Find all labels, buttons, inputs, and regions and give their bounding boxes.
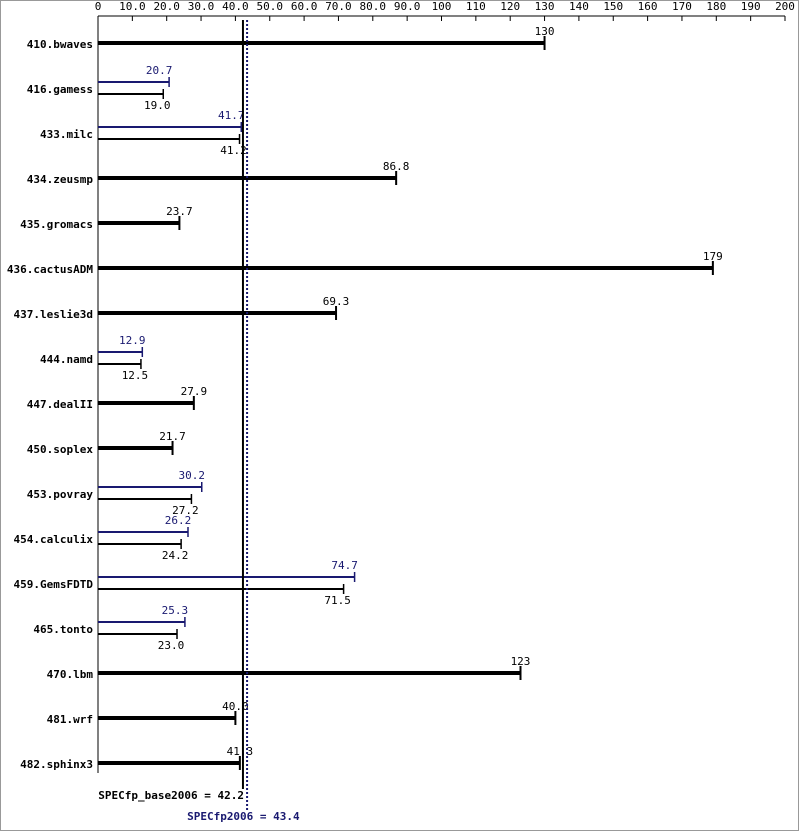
value-label: 19.0: [144, 99, 171, 112]
bar: [98, 81, 170, 83]
bar: [98, 41, 545, 45]
bar: [98, 446, 173, 450]
bar: [98, 93, 164, 95]
category-label: 450.soplex: [27, 443, 94, 456]
value-label: 179: [703, 250, 723, 263]
bar: [98, 311, 337, 315]
x-tick-label: 60.0: [291, 0, 318, 13]
x-tick-label: 70.0: [325, 0, 352, 13]
value-label: 25.3: [162, 604, 189, 617]
x-tick-label: 20.0: [153, 0, 180, 13]
category-label: 470.lbm: [47, 668, 94, 681]
bar: [98, 498, 192, 500]
value-label: 123: [511, 655, 531, 668]
value-label: 69.3: [323, 295, 350, 308]
value-label: 23.7: [166, 205, 193, 218]
value-label: 24.2: [162, 549, 189, 562]
value-label: 30.2: [178, 469, 205, 482]
bar: [98, 543, 182, 545]
value-label: 23.0: [158, 639, 185, 652]
category-label: 447.dealII: [27, 398, 93, 411]
bar: [98, 126, 242, 128]
x-tick-label: 0: [95, 0, 102, 13]
x-tick-label: 110: [466, 0, 486, 13]
x-tick-label: 130: [535, 0, 555, 13]
value-label: 40.0: [222, 700, 249, 713]
category-label: 437.leslie3d: [14, 308, 93, 321]
x-tick-label: 140: [569, 0, 589, 13]
category-label: 444.namd: [40, 353, 93, 366]
bar: [98, 221, 180, 225]
bar: [98, 716, 236, 720]
value-label: 41.3: [227, 745, 254, 758]
category-label: 410.bwaves: [27, 38, 93, 51]
x-tick-label: 160: [638, 0, 658, 13]
bar: [98, 531, 188, 533]
x-tick-label: 120: [500, 0, 520, 13]
category-label: 453.povray: [27, 488, 94, 501]
category-label: 482.sphinx3: [20, 758, 93, 771]
x-tick-label: 30.0: [188, 0, 215, 13]
x-tick-label: 170: [672, 0, 692, 13]
x-tick-label: 10.0: [119, 0, 146, 13]
category-label: 454.calculix: [14, 533, 94, 546]
category-label: 434.zeusmp: [27, 173, 94, 186]
value-label: 71.5: [324, 594, 351, 607]
x-tick-label: 40.0: [222, 0, 249, 13]
bar: [98, 671, 521, 675]
value-label: 27.2: [172, 504, 199, 517]
x-tick-label: 150: [603, 0, 623, 13]
bar: [98, 266, 713, 270]
x-tick-label: 100: [432, 0, 452, 13]
value-label: 12.9: [119, 334, 146, 347]
bar: [98, 633, 178, 635]
value-label: 41.7: [218, 109, 245, 122]
value-label: 26.2: [165, 514, 192, 527]
x-tick-label: 50.0: [257, 0, 284, 13]
reference-label: SPECfp2006 = 43.4: [187, 810, 300, 823]
category-label: 459.GemsFDTD: [14, 578, 94, 591]
value-label: 74.7: [331, 559, 358, 572]
value-label: 20.7: [146, 64, 173, 77]
value-label: 21.7: [159, 430, 186, 443]
value-label: 12.5: [122, 369, 149, 382]
value-label: 130: [535, 25, 555, 38]
category-label: 436.cactusADM: [7, 263, 93, 276]
value-label: 27.9: [181, 385, 208, 398]
x-tick-label: 180: [706, 0, 726, 13]
x-tick-label: 90.0: [394, 0, 421, 13]
reference-label: SPECfp_base2006 = 42.2: [98, 789, 244, 802]
bar: [98, 761, 240, 765]
category-label: 481.wrf: [47, 713, 93, 726]
value-label: 41.2: [220, 144, 247, 157]
bar: [98, 401, 194, 405]
bar: [98, 351, 143, 353]
x-tick-label: 200: [775, 0, 795, 13]
bar: [98, 363, 141, 365]
bar: [98, 138, 240, 140]
x-tick-label: 80.0: [360, 0, 387, 13]
category-label: 465.tonto: [33, 623, 93, 636]
category-label: 435.gromacs: [20, 218, 93, 231]
bar: [98, 621, 185, 623]
x-tick-label: 190: [741, 0, 761, 13]
category-label: 433.milc: [40, 128, 93, 141]
bar: [98, 588, 344, 590]
bar: [98, 576, 355, 578]
category-label: 416.gamess: [27, 83, 93, 96]
bar: [98, 486, 202, 488]
value-label: 86.8: [383, 160, 410, 173]
